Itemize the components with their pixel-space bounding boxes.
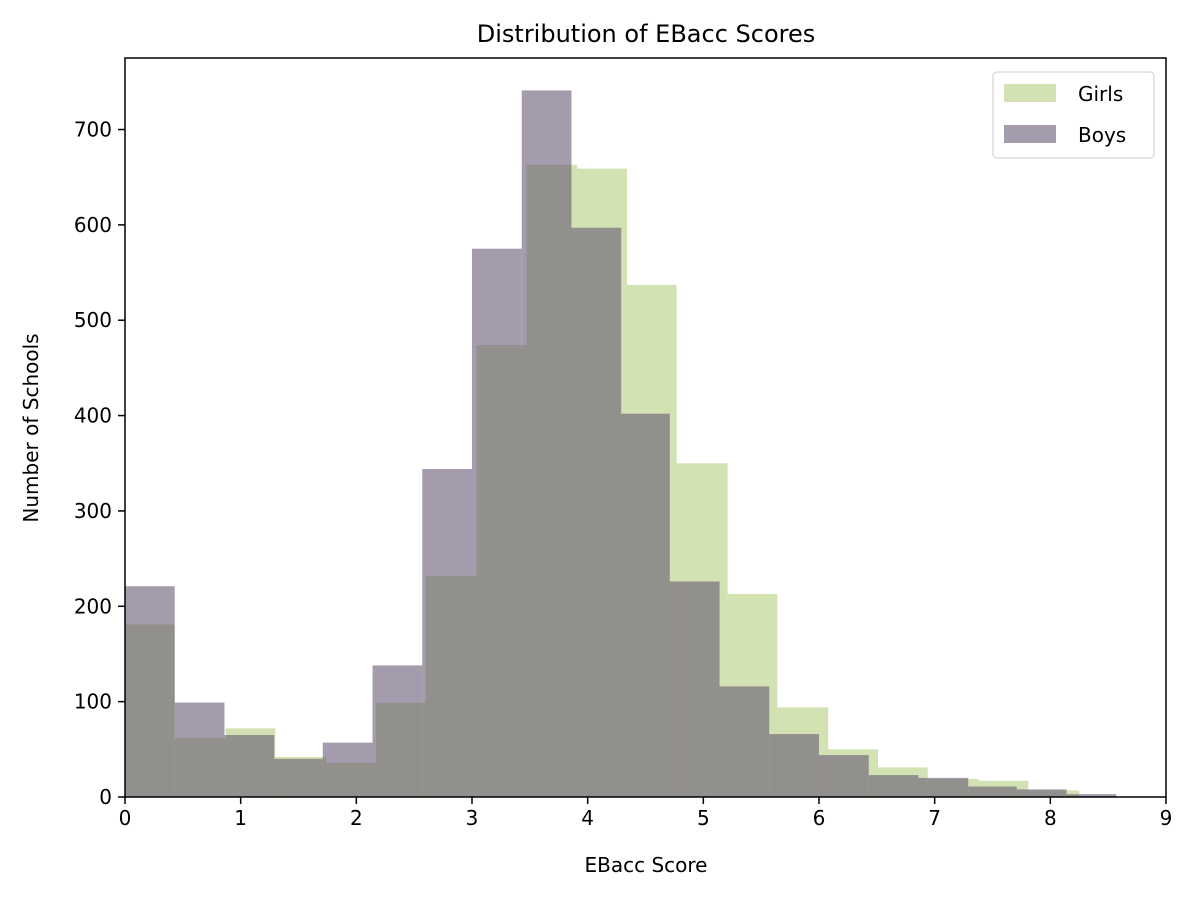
legend-label-boys: Boys — [1078, 123, 1126, 147]
y-axis-label: Number of Schools — [19, 333, 43, 522]
y-tick-label: 200 — [74, 594, 112, 618]
series-boys — [125, 90, 1117, 798]
legend-swatch-girls — [1004, 84, 1056, 102]
bar-boys-4 — [322, 742, 373, 797]
bar-boys-12 — [719, 686, 770, 797]
bar-boys-6 — [422, 468, 472, 797]
y-tick-label: 300 — [74, 499, 112, 523]
x-axis-label: EBacc Score — [585, 853, 708, 877]
legend-swatch-boys — [1004, 125, 1056, 143]
bar-boys-18 — [1016, 789, 1067, 797]
y-tick-label: 500 — [74, 308, 112, 332]
chart-title: Distribution of EBacc Scores — [477, 20, 815, 48]
y-tick-label: 400 — [74, 404, 112, 428]
bar-boys-8 — [521, 90, 572, 797]
y-tick-label: 700 — [74, 118, 112, 142]
x-tick-label: 0 — [119, 806, 132, 830]
bar-boys-3 — [274, 758, 323, 797]
x-tick-label: 1 — [234, 806, 247, 830]
plot-area — [125, 90, 1117, 798]
legend: Girls Boys — [992, 71, 1155, 159]
y-tick-label: 0 — [99, 785, 112, 809]
bar-boys-19 — [1066, 794, 1117, 797]
x-tick-label: 7 — [928, 806, 941, 830]
bar-boys-10 — [621, 413, 670, 797]
x-tick-label: 2 — [350, 806, 363, 830]
bar-boys-14 — [819, 755, 869, 797]
plot-frame — [124, 57, 1167, 798]
x-tick-label: 3 — [466, 806, 479, 830]
bar-boys-15 — [868, 775, 919, 797]
y-tick-label: 600 — [74, 213, 112, 237]
x-tick-label: 6 — [813, 806, 826, 830]
bar-boys-2 — [224, 735, 275, 797]
bar-boys-7 — [472, 248, 522, 798]
bar-boys-13 — [769, 734, 819, 797]
x-axis: 0 1 2 3 4 5 6 7 8 9 — [119, 797, 1173, 830]
x-tick-label: 5 — [697, 806, 710, 830]
legend-label-girls: Girls — [1078, 82, 1123, 106]
bar-boys-16 — [918, 777, 969, 797]
bar-boys-11 — [669, 581, 720, 797]
bar-boys-17 — [968, 786, 1017, 797]
bar-boys-0 — [125, 586, 175, 797]
x-tick-label: 8 — [1044, 806, 1057, 830]
bar-boys-9 — [571, 227, 622, 797]
bar-boys-5 — [372, 665, 423, 797]
bar-boys-1 — [174, 702, 225, 797]
x-tick-label: 4 — [581, 806, 594, 830]
y-tick-label: 100 — [74, 690, 112, 714]
x-tick-label: 9 — [1160, 806, 1173, 830]
y-axis: 0 100 200 300 400 500 600 700 — [74, 118, 125, 809]
